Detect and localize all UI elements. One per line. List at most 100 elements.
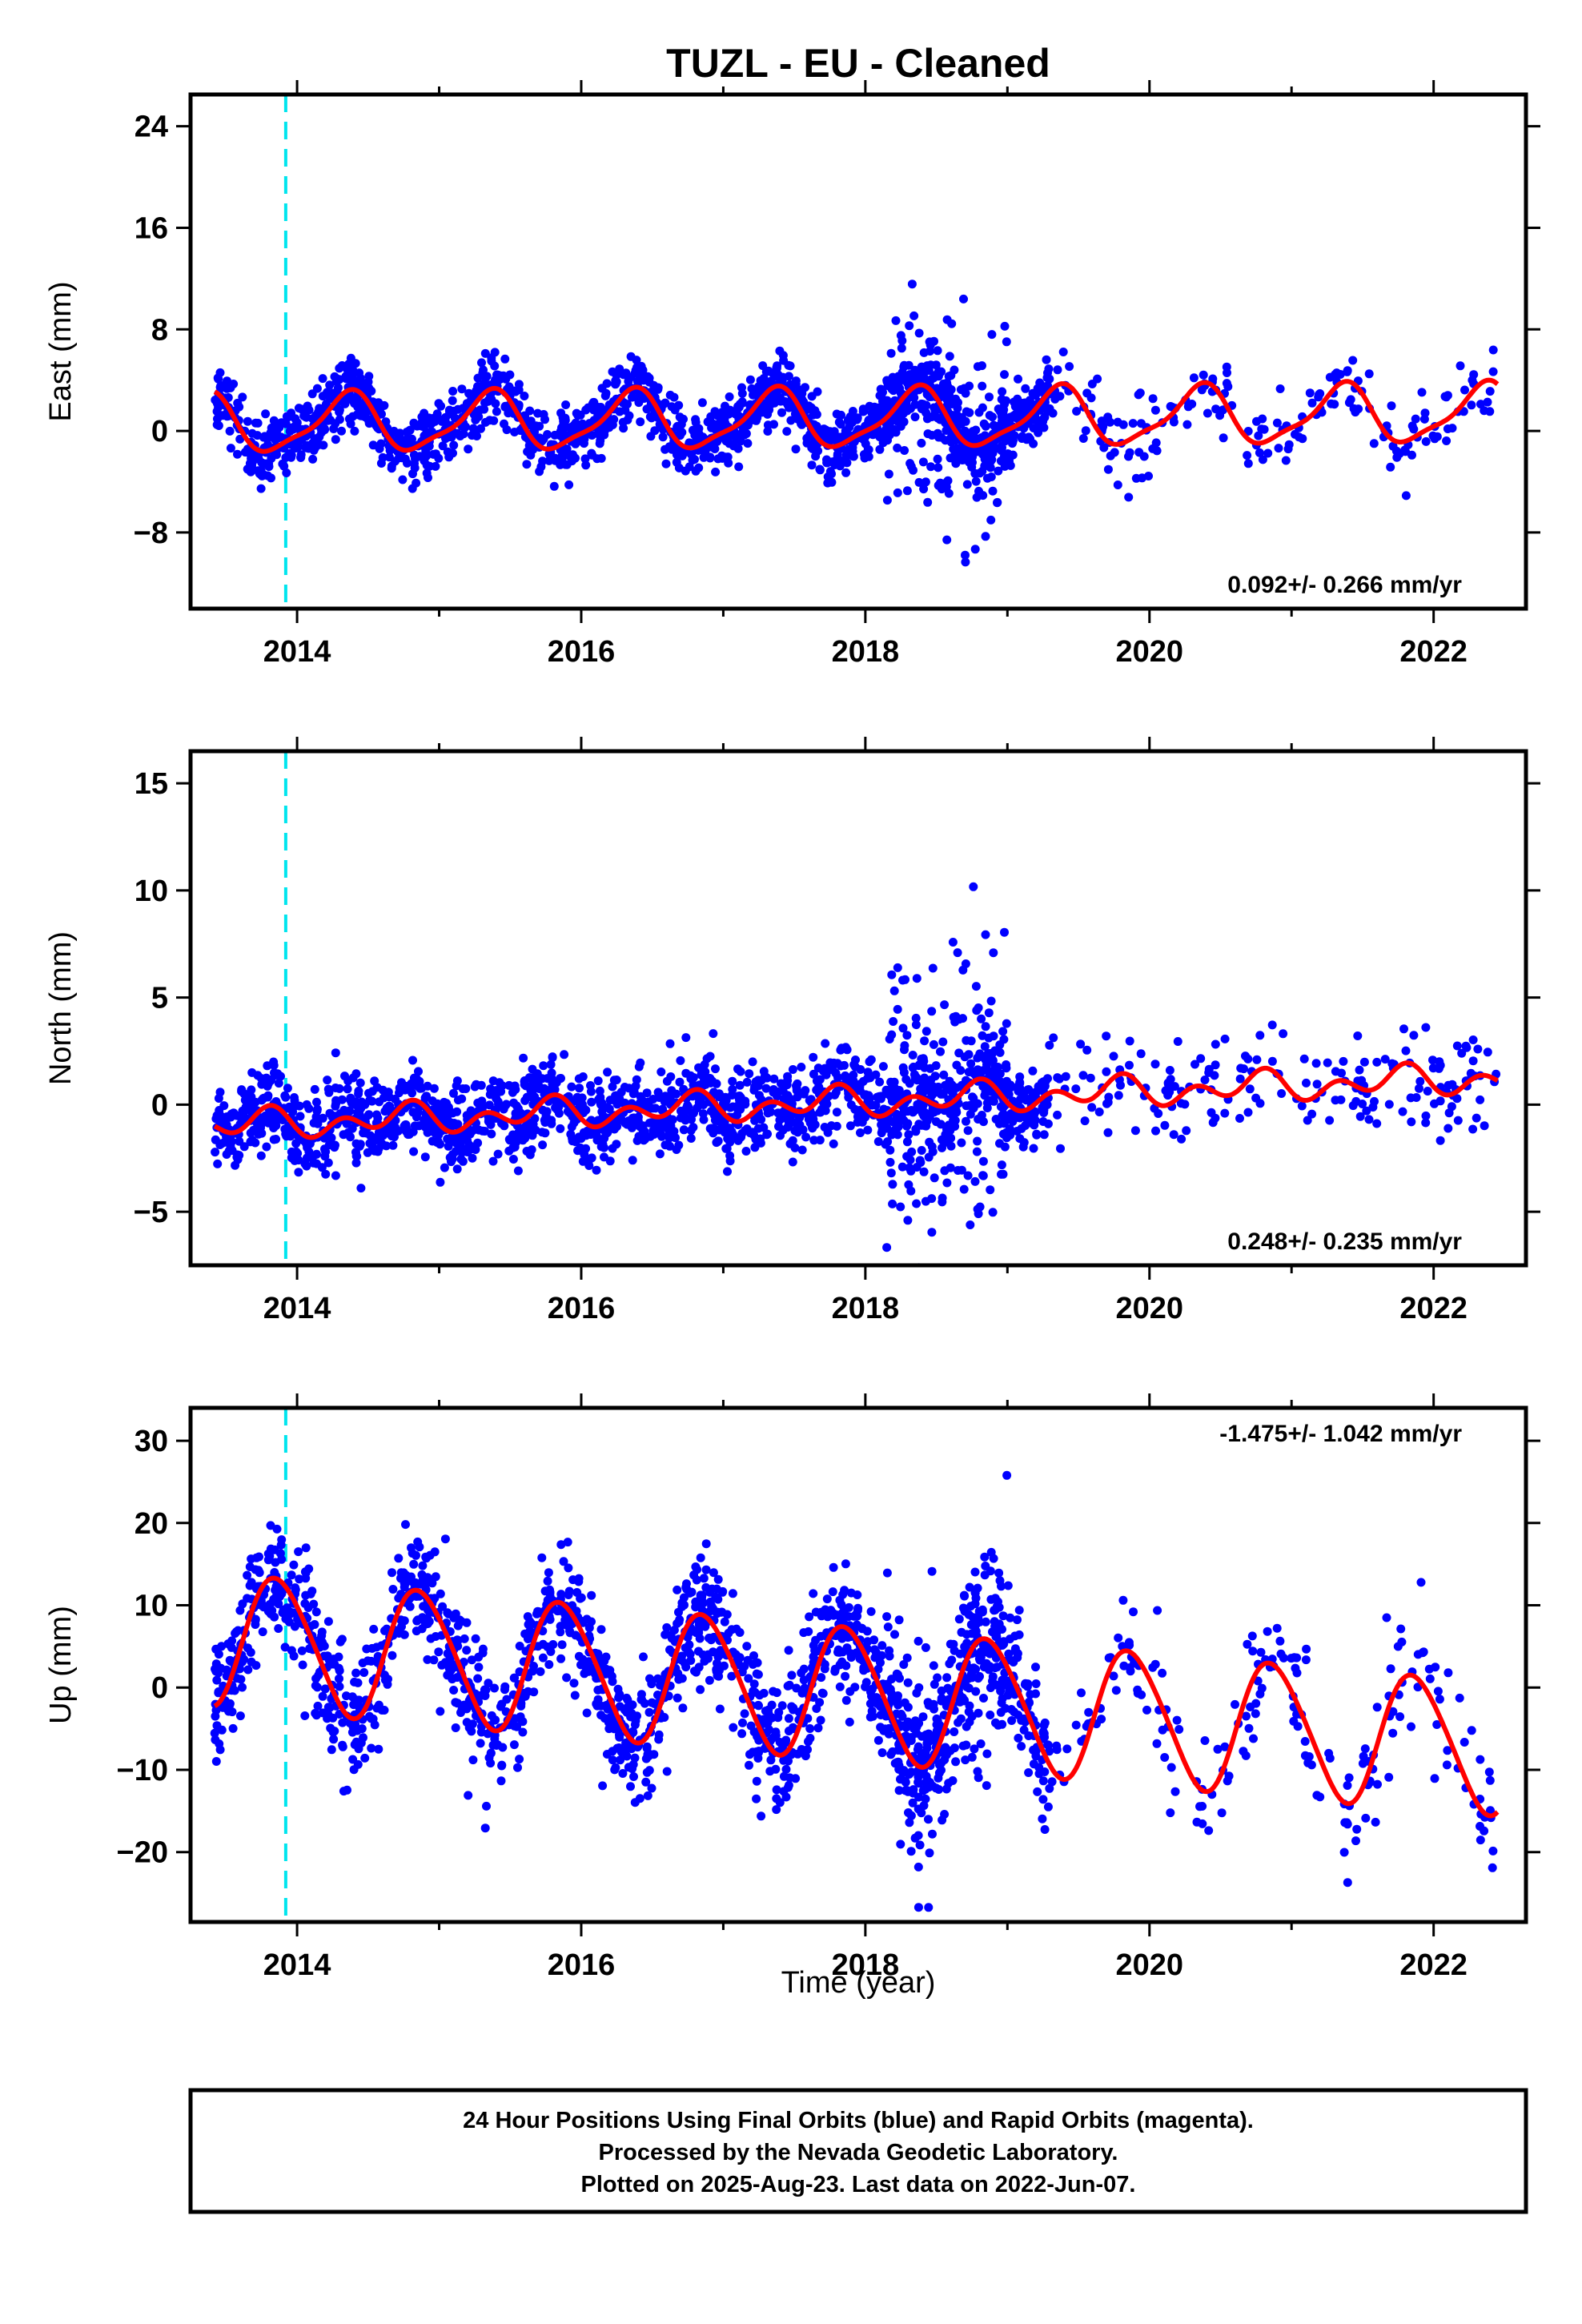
data-point: [909, 1062, 918, 1072]
data-point: [917, 362, 926, 372]
data-point: [822, 1594, 832, 1604]
data-point: [233, 449, 242, 459]
data-point: [942, 1124, 951, 1134]
data-point: [486, 1120, 496, 1129]
data-point: [995, 1047, 1005, 1057]
data-point: [618, 1769, 628, 1778]
data-point: [961, 550, 970, 560]
data-point: [227, 1146, 237, 1156]
data-point: [1325, 372, 1335, 382]
data-point: [560, 413, 570, 423]
data-point: [959, 1184, 969, 1194]
data-point: [721, 436, 731, 446]
data-point: [292, 418, 302, 428]
data-point: [997, 1160, 1006, 1170]
data-point: [1243, 427, 1253, 436]
data-point: [974, 1003, 983, 1012]
data-point: [436, 1108, 446, 1116]
data-point: [436, 401, 446, 411]
data-point: [257, 1113, 267, 1123]
data-point: [765, 405, 774, 415]
data-point: [1331, 1067, 1340, 1076]
data-point: [1138, 473, 1146, 483]
data-point: [441, 412, 451, 422]
data-point: [596, 1625, 606, 1634]
data-point: [251, 1565, 260, 1574]
data-point: [582, 1708, 592, 1718]
data-point: [988, 412, 997, 422]
data-point: [869, 1645, 879, 1655]
data-point: [723, 408, 733, 418]
data-point: [320, 1684, 330, 1694]
data-point: [1211, 404, 1221, 414]
data-point: [266, 428, 275, 437]
data-point: [236, 1113, 246, 1123]
data-point: [1003, 1581, 1013, 1590]
velocity-rate-label: 0.248+/- 0.235 mm/yr: [1227, 1228, 1462, 1255]
data-point: [882, 1243, 892, 1252]
data-point: [727, 1671, 737, 1681]
data-point: [420, 1093, 430, 1103]
data-point: [686, 1134, 696, 1143]
data-point: [1223, 368, 1231, 377]
data-point: [960, 1052, 970, 1062]
data-point: [877, 1128, 886, 1138]
data-point: [1125, 1060, 1134, 1070]
data-point: [832, 1108, 841, 1117]
data-point: [1032, 1129, 1042, 1139]
data-point: [844, 1092, 853, 1102]
data-point: [543, 1074, 552, 1084]
data-point: [239, 1142, 249, 1152]
data-point: [1485, 407, 1495, 416]
data-point: [1343, 366, 1352, 376]
data-point: [938, 1143, 946, 1152]
data-point: [838, 432, 848, 441]
data-point: [933, 346, 942, 356]
data-point: [918, 457, 928, 467]
data-point: [905, 1155, 915, 1164]
data-point: [1398, 1107, 1407, 1116]
data-point: [1094, 1108, 1104, 1116]
data-point: [294, 1547, 303, 1557]
data-point: [593, 1076, 603, 1086]
data-point: [340, 1072, 349, 1081]
data-point: [926, 340, 935, 350]
data-point: [1259, 424, 1269, 434]
data-point: [965, 408, 974, 417]
data-point: [911, 1013, 921, 1023]
data-point: [1150, 1059, 1160, 1069]
data-point: [313, 1701, 323, 1711]
data-point: [921, 1027, 931, 1036]
data-point: [1002, 337, 1011, 347]
data-point: [586, 1081, 595, 1090]
data-point: [785, 1094, 794, 1104]
data-point: [1386, 462, 1395, 472]
data-point: [1220, 1108, 1230, 1118]
data-point: [939, 1070, 949, 1080]
data-point: [912, 1199, 921, 1208]
data-point: [835, 461, 845, 471]
data-point: [1029, 1144, 1038, 1153]
data-point: [825, 1058, 835, 1068]
data-point: [1314, 390, 1323, 400]
data-point: [1082, 1045, 1092, 1055]
data-point: [745, 1069, 754, 1079]
data-point: [1165, 1066, 1174, 1075]
data-point: [1076, 1039, 1086, 1049]
data-point: [792, 1086, 801, 1096]
data-point: [705, 1675, 714, 1685]
data-point: [772, 1688, 781, 1698]
data-point: [998, 1027, 1008, 1036]
x-tick-label: 2022: [1399, 635, 1468, 669]
data-point: [700, 1059, 709, 1069]
data-point: [1399, 1024, 1408, 1034]
x-tick-label: 2014: [263, 1292, 331, 1325]
data-point: [713, 1112, 723, 1121]
data-point: [942, 315, 952, 324]
data-point: [951, 459, 961, 468]
data-point: [699, 1574, 709, 1583]
data-point: [966, 1036, 976, 1046]
data-point: [728, 1076, 737, 1086]
data-point: [1480, 1121, 1489, 1131]
